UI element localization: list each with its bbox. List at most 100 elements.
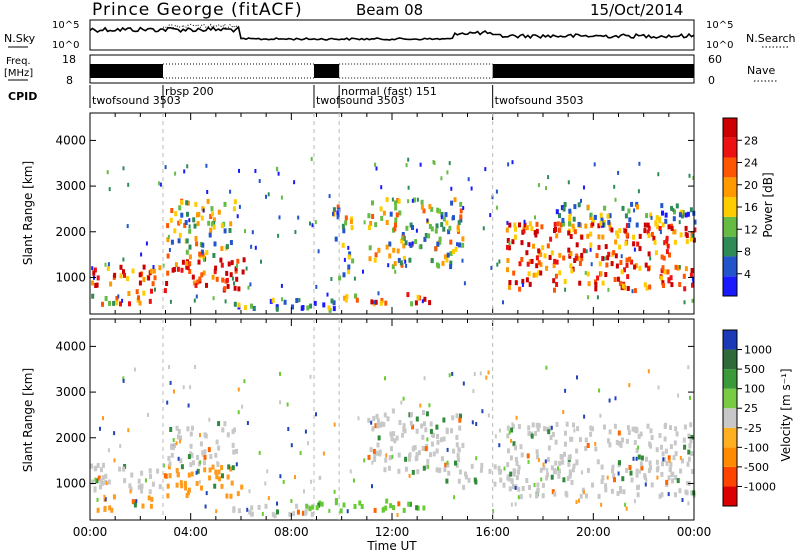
data-cell [690,451,694,456]
data-cell [368,245,372,251]
data-cell [591,221,595,227]
data-cell [508,280,512,285]
scatter-cell [229,189,232,194]
scatter-cell [607,287,610,292]
data-cell [647,225,651,231]
data-cell [648,460,652,466]
data-cell [599,220,603,226]
data-cell [601,222,605,228]
data-cell [215,439,219,445]
scatter-cell [487,370,490,375]
data-cell [508,222,512,228]
scatter-cell [678,220,681,225]
data-cell [554,439,558,445]
data-cell [561,459,565,465]
scatter-cell [91,266,94,271]
data-cell [113,272,117,278]
data-cell [606,255,610,261]
data-cell [401,232,405,237]
x-tick-label: 16:00 [475,525,510,539]
scatter-cell [279,371,281,376]
data-cell [202,460,206,466]
data-cell [220,262,224,268]
data-cell [425,411,429,417]
data-cell [555,259,559,265]
data-cell [183,480,187,486]
scatter-cell [174,171,177,176]
data-cell [546,243,550,249]
data-cell [579,493,583,499]
data-cell [616,276,620,282]
data-cell [179,218,182,224]
data-cell [547,445,551,451]
data-cell [626,274,630,280]
data-cell [558,227,562,233]
scatter-cell [461,258,464,263]
data-cell [408,501,412,507]
data-cell [548,255,552,260]
data-cell [445,478,449,484]
data-cell [479,467,483,473]
data-cell [685,233,689,239]
scatter-cell [169,299,172,304]
data-cell [223,286,227,292]
data-cell [396,248,400,254]
data-cell [225,244,229,250]
data-cell [436,241,440,247]
data-cell [108,505,112,511]
scatter-cell [371,460,374,465]
data-cell [624,240,628,246]
data-cell [188,228,192,234]
data-cell [393,226,397,232]
data-cell [118,466,122,472]
data-cell [630,477,634,483]
data-cell [368,256,372,262]
data-cell [344,220,348,226]
data-cell [618,460,621,466]
data-cell [689,422,693,428]
data-cell [632,234,635,240]
scatter-cell [182,385,185,390]
data-cell [690,490,694,496]
data-cell [122,466,126,472]
data-cell [506,258,510,263]
data-cell [236,258,240,264]
data-cell [667,455,671,461]
scatter-cell [194,365,197,369]
data-cell [596,459,600,465]
data-cell [394,217,398,223]
data-cell [108,300,111,306]
data-cell [185,493,189,498]
data-cell [629,470,633,476]
data-cell [535,422,539,428]
scatter-cell [491,195,494,200]
data-cell [568,469,572,475]
scatter-cell [127,182,130,187]
data-cell [397,198,401,204]
data-cell [411,424,415,430]
data-cell [517,486,521,492]
scatter-cell [384,376,386,381]
data-cell [173,228,177,234]
data-cell [551,432,555,437]
data-cell [434,228,438,234]
data-cell [421,445,425,451]
data-cell [183,222,187,228]
data-cell [431,441,434,447]
data-cell [389,211,393,217]
data-cell [645,456,648,462]
scatter-cell [692,279,695,284]
data-cell [382,210,386,216]
data-cell [565,421,569,427]
data-cell [615,439,619,445]
scatter-cell [583,185,585,190]
data-cell [586,233,590,239]
data-cell [499,477,503,483]
scatter-cell [419,403,422,408]
data-cell [384,505,388,511]
data-cell [354,293,357,299]
data-cell [608,429,612,435]
data-cell [686,211,690,217]
data-cell [547,429,551,435]
data-cell [179,458,183,464]
